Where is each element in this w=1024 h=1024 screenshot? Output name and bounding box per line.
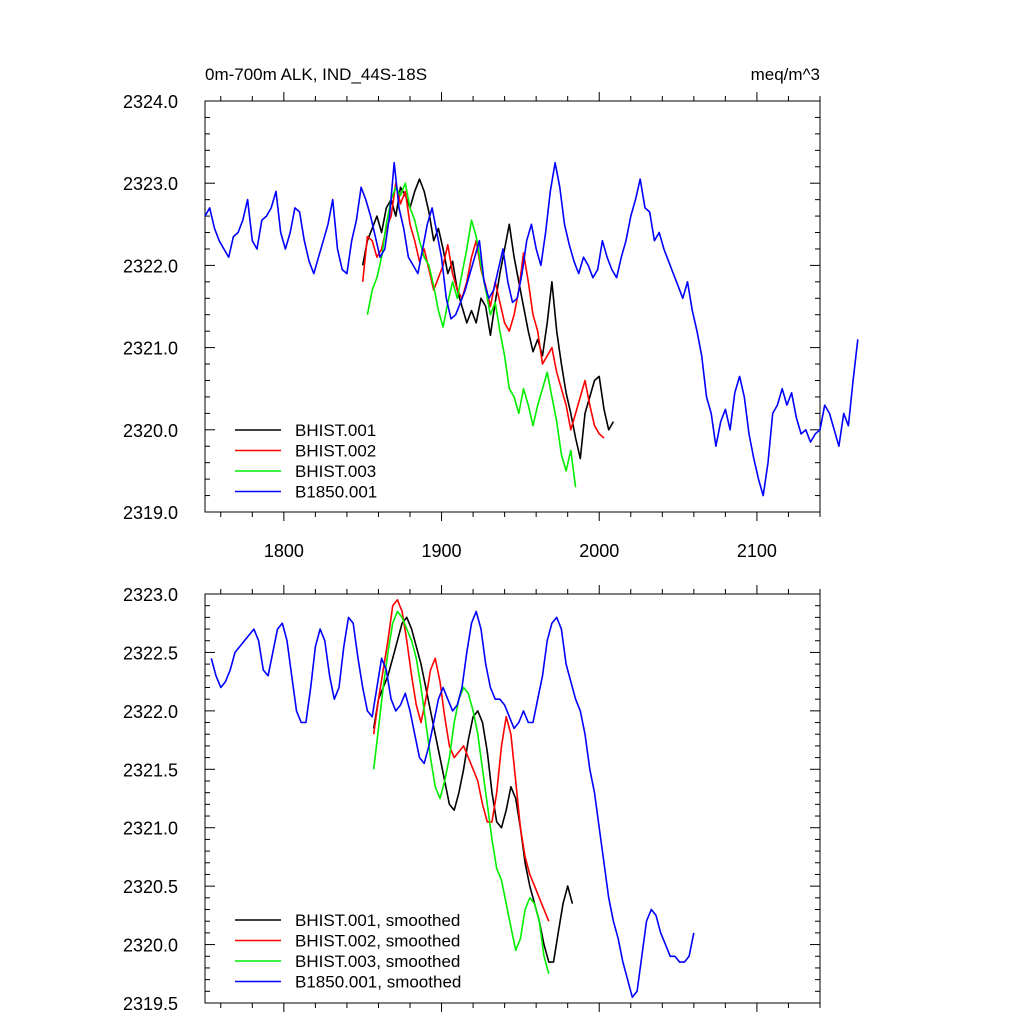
plot-frame bbox=[204, 100, 821, 513]
chart-units: meq/m^3 bbox=[751, 65, 820, 84]
legend-label: B1850.001 bbox=[295, 483, 377, 502]
y-tick-label: 2319.0 bbox=[123, 503, 178, 523]
y-tick-label: 2319.5 bbox=[123, 994, 178, 1014]
top-chart-panel: 0m-700m ALK, IND_44S-18S meq/m^3 2319.02… bbox=[123, 65, 859, 561]
x-tick-labels: 1800 1900 2000 2100 bbox=[264, 541, 777, 561]
y-tick-label: 2320.0 bbox=[123, 936, 178, 956]
series-line-2 bbox=[366, 182, 577, 488]
axis-ticks bbox=[205, 585, 821, 1012]
y-tick-label: 2321.0 bbox=[123, 339, 178, 359]
legend-label: BHIST.003 bbox=[295, 462, 376, 481]
plot-frame bbox=[204, 593, 821, 1004]
y-tick-labels: 2319.5 2320.0 2320.5 2321.0 2321.5 2322.0 2322… bbox=[123, 585, 178, 1014]
y-tick-label: 2324.0 bbox=[123, 92, 178, 112]
legend-label: BHIST.003, smoothed bbox=[295, 952, 460, 971]
series-line-0 bbox=[361, 178, 615, 460]
y-tick-label: 2322.5 bbox=[123, 643, 178, 663]
chart-title: 0m-700m ALK, IND_44S-18S bbox=[205, 65, 427, 84]
legend-label: BHIST.001 bbox=[295, 421, 376, 440]
x-tick-label: 2100 bbox=[737, 541, 777, 561]
y-tick-label: 2323.0 bbox=[123, 585, 178, 605]
legend-label: BHIST.001, smoothed bbox=[295, 911, 460, 930]
y-tick-label: 2322.0 bbox=[123, 256, 178, 276]
x-tick-label: 1800 bbox=[264, 541, 304, 561]
x-tick-label: 2000 bbox=[579, 541, 619, 561]
series-line-3 bbox=[210, 610, 695, 999]
axis-ticks bbox=[205, 92, 821, 521]
series-line-1 bbox=[372, 598, 550, 922]
y-tick-label: 2321.5 bbox=[123, 760, 178, 780]
y-tick-label: 2322.0 bbox=[123, 702, 178, 722]
y-tick-label: 2320.5 bbox=[123, 877, 178, 897]
series-line-3 bbox=[204, 161, 859, 497]
legend-label: BHIST.002 bbox=[295, 442, 376, 461]
bottom-chart-panel: 2319.5 2320.0 2320.5 2321.0 2321.5 2322.0 2322… bbox=[123, 585, 821, 1014]
y-tick-label: 2323.0 bbox=[123, 174, 178, 194]
x-tick-label: 1900 bbox=[422, 541, 462, 561]
y-tick-label: 2320.0 bbox=[123, 421, 178, 441]
legend: BHIST.001, smoothed BHIST.002, smoothedBH… bbox=[235, 911, 461, 992]
legend-label: B1850.001, smoothed bbox=[295, 973, 461, 992]
series-lines bbox=[204, 161, 859, 497]
y-tick-label: 2321.0 bbox=[123, 819, 178, 839]
legend-label: BHIST.002, smoothed bbox=[295, 932, 460, 951]
series-lines bbox=[210, 598, 695, 999]
y-tick-labels: 2319.0 2320.0 2321.0 2322.0 2323.0 2324.0 bbox=[123, 92, 178, 523]
